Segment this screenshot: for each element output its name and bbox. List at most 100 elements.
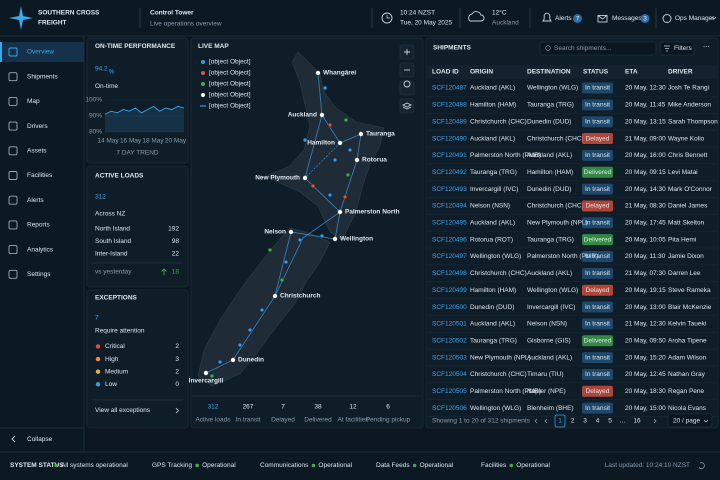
- cell: 20 May, 15:00: [625, 405, 666, 412]
- status-pill: [582, 217, 613, 229]
- more-menu: ⋯: [703, 44, 710, 51]
- cell: Mike Anderson: [668, 102, 711, 109]
- page-number[interactable]: 1: [558, 418, 562, 425]
- map-control[interactable]: [399, 80, 415, 96]
- map-control-icon: [403, 80, 411, 88]
- trend-area: [105, 106, 184, 132]
- load-id[interactable]: SCF120503: [432, 354, 467, 361]
- breakdown-name: North Island: [95, 226, 130, 233]
- city-label: Invercargill: [189, 378, 224, 385]
- facility: [337, 209, 343, 215]
- vehicle: [217, 359, 223, 365]
- nav-item[interactable]: Alerts: [27, 197, 44, 204]
- map-control[interactable]: [399, 98, 415, 114]
- status-pill: [582, 116, 613, 128]
- load-id[interactable]: SCF120498: [432, 270, 467, 277]
- page-number[interactable]: 16: [633, 418, 641, 425]
- page-number[interactable]: 2: [571, 418, 575, 425]
- cell: Wayne Kolio: [668, 135, 705, 142]
- load-id[interactable]: SCF120496: [432, 236, 467, 243]
- page-number[interactable]: ...: [620, 418, 626, 425]
- cell: Auckland (AKL): [527, 152, 572, 159]
- legend-label: [object Object]: [209, 103, 251, 110]
- load-id[interactable]: SCF120495: [432, 220, 467, 227]
- cell: 20 May, 15:20: [625, 354, 666, 361]
- legend-dot: [201, 71, 205, 75]
- load-id[interactable]: SCF120489: [432, 118, 467, 125]
- load-id[interactable]: SCF120487: [432, 85, 467, 92]
- status-dot: [311, 463, 316, 468]
- load-id[interactable]: SCF120502: [432, 337, 467, 344]
- nav-item[interactable]: Analytics: [27, 246, 54, 253]
- status-value: Operational: [202, 462, 236, 469]
- page-number[interactable]: 5: [608, 418, 612, 425]
- cell: Sarah Thompson: [668, 118, 718, 125]
- cell: Regan Pene: [668, 388, 705, 395]
- search-box[interactable]: [539, 41, 657, 56]
- south-island: [197, 227, 331, 387]
- filters-button[interactable]: [659, 41, 695, 56]
- map-control-icon: [401, 102, 413, 110]
- load-id[interactable]: SCF120492: [432, 169, 467, 176]
- north-island: [265, 51, 385, 241]
- page-number[interactable]: 3: [583, 418, 587, 425]
- collapse[interactable]: Collapse: [27, 436, 53, 443]
- load-id[interactable]: SCF120493: [432, 186, 467, 193]
- nav-item[interactable]: Drivers: [27, 123, 48, 130]
- page-next[interactable]: [653, 418, 657, 424]
- load-id[interactable]: SCF120500: [432, 304, 467, 311]
- nav-item[interactable]: Assets: [27, 148, 47, 155]
- stat-label: Delayed: [271, 417, 295, 424]
- cell: Hamilton (HAM): [470, 287, 516, 294]
- nav-icon: [8, 195, 18, 205]
- messages-label[interactable]: Messages: [612, 15, 642, 22]
- status: In transit: [585, 270, 610, 277]
- cell: Darren Lee: [668, 270, 701, 277]
- alerts-label[interactable]: Alerts: [555, 15, 572, 22]
- severity-name: High: [105, 356, 119, 363]
- comparison-label: vs yesterday: [95, 269, 132, 276]
- load-id[interactable]: SCF120490: [432, 135, 467, 142]
- load-id[interactable]: SCF120494: [432, 203, 467, 210]
- load-id[interactable]: SCF120505: [432, 388, 467, 395]
- cell: 20 May, 19:15: [625, 287, 666, 294]
- cell: New Plymouth (NPL): [527, 220, 588, 227]
- load-id[interactable]: SCF120504: [432, 371, 467, 378]
- vehicle: [310, 183, 316, 189]
- city-label: Hamilton: [307, 140, 335, 147]
- vehicle: [332, 157, 338, 163]
- cell: 21 May, 09:00: [625, 135, 666, 142]
- load-id[interactable]: SCF120488: [432, 102, 467, 109]
- nav-item[interactable]: Map: [27, 98, 40, 105]
- status-pill: [582, 149, 613, 161]
- page-prev[interactable]: [534, 418, 548, 424]
- status-pill: [582, 200, 613, 212]
- search-placeholder: Search shipments...: [554, 45, 612, 52]
- status-pill: [582, 133, 613, 145]
- nav-item[interactable]: Reports: [27, 222, 51, 229]
- page-size[interactable]: [667, 413, 713, 428]
- legend-label: [object Object]: [209, 81, 251, 88]
- load-id[interactable]: SCF120501: [432, 321, 467, 328]
- nav-item[interactable]: Overview: [27, 49, 54, 56]
- nav-item[interactable]: Shipments: [27, 73, 58, 80]
- user-name[interactable]: Ops Manager: [675, 15, 715, 22]
- cell: Kelvin Taueki: [668, 321, 706, 328]
- nav-item[interactable]: Facilities: [27, 172, 53, 179]
- nav-icon: [8, 146, 18, 156]
- load-id[interactable]: SCF120491: [432, 152, 467, 159]
- cell: 20 May, 11:45: [625, 102, 666, 109]
- load-id[interactable]: SCF120506: [432, 405, 467, 412]
- messages-badge: [640, 14, 650, 23]
- nav-icon: [8, 171, 18, 180]
- cell: Hamilton (HAM): [470, 102, 516, 109]
- view-link[interactable]: View all exceptions: [95, 407, 151, 414]
- breakdown-value: 98: [172, 238, 180, 245]
- load-id[interactable]: SCF120497: [432, 253, 467, 260]
- page-number[interactable]: 4: [596, 418, 600, 425]
- nav-item[interactable]: Settings: [27, 271, 51, 278]
- x-tick-label: 14 May: [97, 138, 119, 145]
- facility: [315, 70, 321, 76]
- refresh-icon[interactable]: [698, 462, 705, 470]
- load-id[interactable]: SCF120499: [432, 287, 467, 294]
